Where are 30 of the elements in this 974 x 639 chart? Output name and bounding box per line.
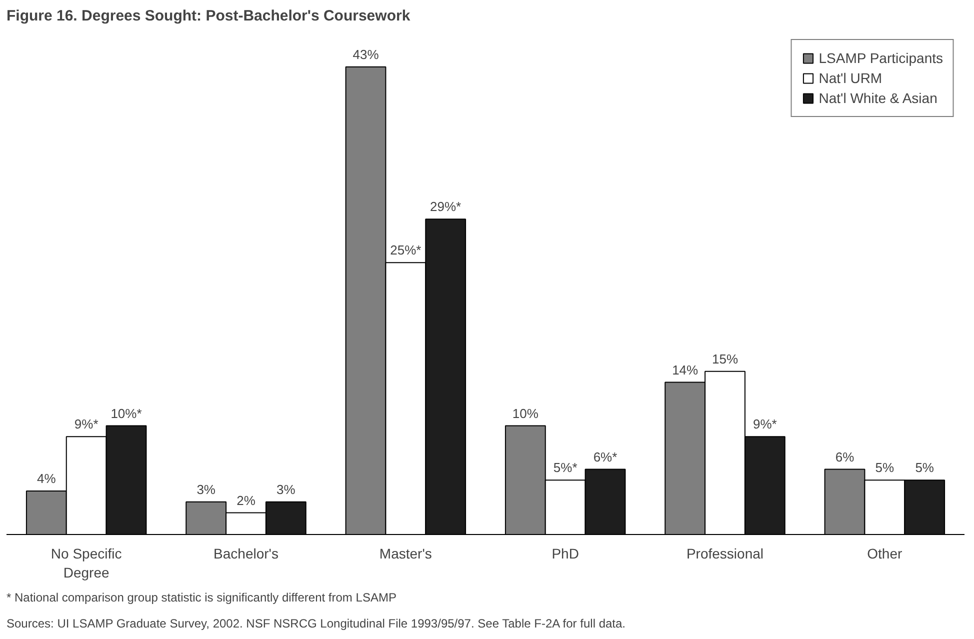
legend-label: Nat'l White & Asian bbox=[818, 90, 938, 106]
data-label: 10% bbox=[512, 406, 539, 421]
data-label: 3% bbox=[276, 482, 296, 497]
x-tick-label: Master's bbox=[379, 546, 432, 562]
legend-label: Nat'l URM bbox=[818, 70, 882, 86]
chart-title: Figure 16. Degrees Sought: Post-Bachelor's Coursework bbox=[6, 8, 411, 24]
data-label: 6% bbox=[835, 449, 855, 464]
data-label: 4% bbox=[37, 471, 56, 486]
x-tick-label: Professional bbox=[686, 546, 764, 562]
data-label: 5% bbox=[875, 460, 894, 476]
data-label: 10%* bbox=[110, 406, 142, 421]
data-label: 43% bbox=[352, 46, 380, 62]
x-tick-label: PhD bbox=[552, 546, 579, 562]
data-label: 29%* bbox=[430, 199, 462, 214]
data-label: 3% bbox=[196, 482, 216, 497]
data-label: 15% bbox=[712, 351, 738, 366]
data-label: 2% bbox=[236, 492, 256, 508]
x-tick-label: Other bbox=[867, 546, 903, 562]
data-label: 9%* bbox=[752, 416, 777, 432]
data-label: 9%* bbox=[74, 416, 98, 432]
data-label: 14% bbox=[672, 362, 699, 378]
data-label: 6%* bbox=[593, 449, 618, 464]
text: * National comparison group statistic is significantly different from LSAMP bbox=[6, 590, 396, 604]
data-label: 5% bbox=[915, 460, 934, 476]
data-label: 5%* bbox=[553, 460, 578, 476]
x-tick-label: No Specific Degree bbox=[50, 546, 122, 581]
data-label: 25%* bbox=[390, 242, 422, 258]
legend-label: LSAMP Participants bbox=[818, 50, 943, 66]
source-note: Sources: UI LSAMP Graduate Survey, 2002. NSF NSRCG Longitudinal File 1993/95/97. See Table F-2A for full data. bbox=[6, 616, 626, 630]
x-tick-label: Bachelor's bbox=[214, 546, 278, 562]
